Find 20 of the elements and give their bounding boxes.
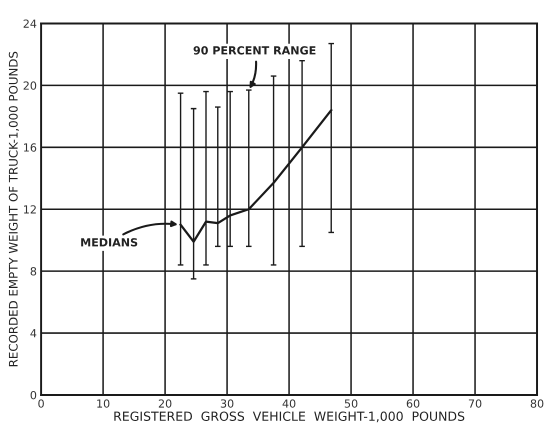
x-tick-label: 70 [468, 399, 482, 408]
x-tick-label: 20 [158, 399, 172, 408]
annotation: MEDIANS [81, 238, 138, 247]
y-tick-label: 0 [30, 390, 36, 400]
x-tick-label: 60 [406, 399, 420, 408]
x-tick-label: 10 [97, 399, 110, 408]
x-axis-title: REGISTERED GROSS VEHICLE WEIGHT-1,000 POUNDS [114, 412, 464, 422]
annotation: 90 PERCENT RANGE [194, 46, 316, 55]
y-tick-label: 12 [24, 205, 36, 214]
y-tick-label: 24 [24, 19, 36, 28]
x-tick-label: 80 [530, 399, 544, 408]
x-tick-label: 0 [38, 399, 44, 408]
y-tick-label: 16 [24, 143, 36, 152]
x-tick-label: 40 [282, 399, 296, 408]
y-tick-label: 8 [30, 267, 36, 276]
y-axis-title: RECORDED EMPTY WEIGHT OF TRUCK-1,000 POUNDS [8, 52, 19, 366]
y-tick-label: 4 [30, 329, 36, 338]
x-tick-label: 30 [220, 399, 234, 408]
y-tick-label: 20 [24, 81, 36, 90]
x-tick-label: 50 [344, 399, 358, 408]
